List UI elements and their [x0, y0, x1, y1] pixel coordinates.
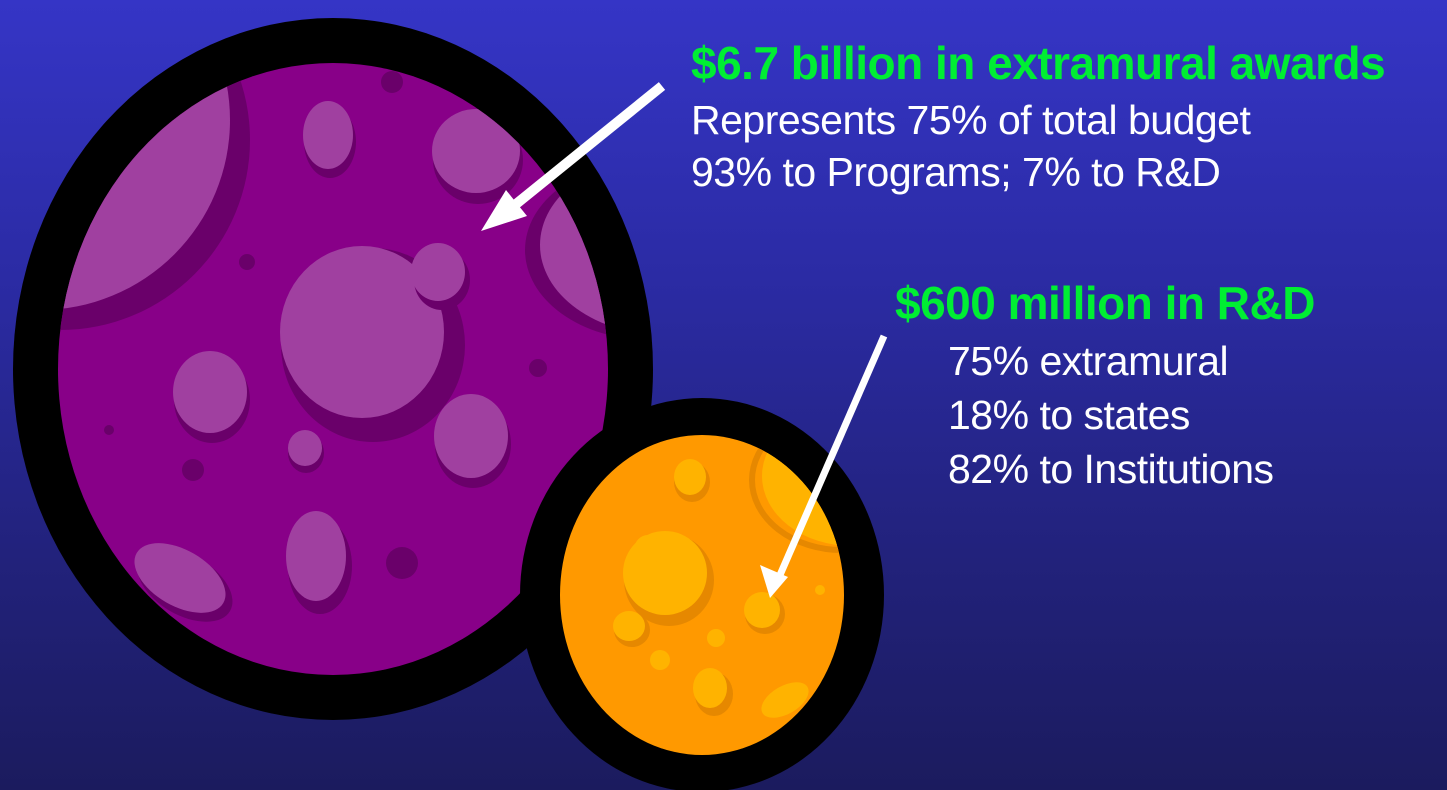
crater	[761, 682, 809, 718]
rd-heading: $600 million in R&D	[895, 277, 1315, 329]
crater	[173, 351, 247, 433]
crater	[634, 535, 662, 565]
crater	[744, 592, 780, 628]
extramural-awards-block: $6.7 billion in extramural awards Repres…	[691, 32, 1386, 198]
crater	[674, 459, 706, 495]
crater	[286, 511, 346, 601]
crater	[613, 611, 645, 641]
crater	[134, 543, 226, 613]
large-planet	[13, 18, 653, 720]
crater	[432, 109, 520, 193]
crater	[303, 101, 353, 169]
rd-block: $600 million in R&D 75% extramural 18% t…	[895, 272, 1315, 496]
crater	[411, 243, 465, 301]
extramural-awards-heading: $6.7 billion in extramural awards	[691, 37, 1386, 89]
rd-detail-line: 82% to Institutions	[948, 446, 1274, 492]
crater	[707, 629, 725, 647]
arrow-to-small-planet	[760, 334, 888, 598]
awards-detail-line: 93% to Programs; 7% to R&D	[691, 149, 1221, 195]
awards-detail-line: Represents 75% of total budget	[691, 97, 1251, 143]
rd-detail-line: 75% extramural	[948, 338, 1229, 384]
crater	[434, 394, 508, 478]
crater	[693, 668, 727, 708]
crater	[280, 246, 444, 418]
crater	[288, 430, 322, 466]
rd-detail-line: 18% to states	[948, 392, 1190, 438]
small-planet	[520, 398, 884, 790]
crater	[650, 650, 670, 670]
arrow-to-large-planet	[481, 82, 666, 231]
